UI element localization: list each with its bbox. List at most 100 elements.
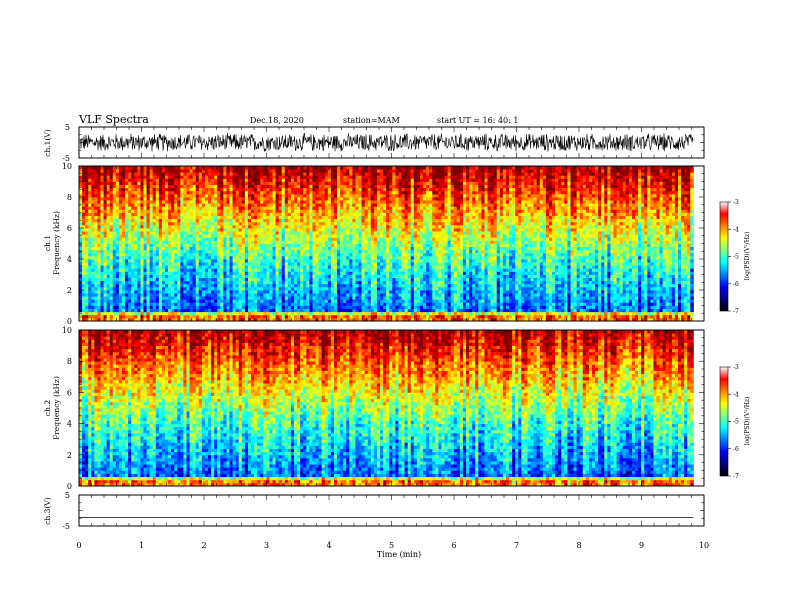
spectrogram-cell (146, 212, 151, 216)
spectrogram-cell (281, 274, 286, 278)
spectrogram-cell (373, 277, 378, 282)
spectrogram-cell (208, 314, 212, 319)
spectrogram-cell (94, 296, 98, 300)
spectrogram-cell (358, 221, 363, 226)
spectrogram-cell (128, 234, 132, 238)
spectrogram-cell (247, 200, 252, 204)
spectrogram-cell (324, 181, 329, 185)
spectrogram-cell (103, 190, 108, 195)
spectrogram-cell (312, 172, 316, 176)
spectrogram-cell (370, 296, 375, 300)
spectrogram-cell (281, 283, 286, 288)
spectrogram-cell (309, 181, 313, 185)
spectrogram-cell (373, 206, 378, 210)
spectrogram-cell (217, 187, 221, 192)
spectrogram-cell (161, 187, 166, 192)
spectrogram-cell (263, 203, 267, 207)
spectrogram-cell (355, 203, 359, 207)
spectrogram-cell (287, 283, 292, 288)
spectrogram-cell (337, 299, 341, 303)
spectrogram-cell (112, 206, 117, 210)
spectrogram-cell (251, 237, 255, 241)
spectrogram-cell (321, 274, 326, 278)
spectrogram-cell (103, 172, 108, 176)
spectrogram-cell (106, 197, 111, 201)
spectrogram-cell (214, 224, 218, 229)
spectrogram-cell (254, 221, 258, 226)
spectrogram-cell (192, 234, 197, 238)
spectrogram-cell (330, 249, 335, 254)
spectrogram-cell (223, 274, 227, 278)
spectrogram-cell (263, 197, 267, 201)
spectrogram-cell (91, 206, 95, 210)
spectrogram-cell (137, 169, 141, 173)
spectrogram-cell (155, 181, 160, 185)
spectrogram-cell (272, 206, 276, 210)
spectrogram-cell (189, 206, 194, 210)
spectrogram-cell (367, 280, 372, 285)
spectrogram-cell (183, 240, 187, 244)
spectrogram-cell (140, 280, 144, 285)
spectrogram-cell (247, 193, 252, 198)
spectrogram-cell (330, 252, 335, 257)
spectrogram-cell (180, 193, 184, 198)
spectrogram-cell (306, 302, 310, 306)
spectrogram-cell (198, 271, 203, 275)
spectrogram-cell (211, 265, 215, 269)
spectrogram-cell (340, 221, 344, 226)
spectrogram-cell (88, 172, 92, 176)
spectrogram-cell (287, 228, 292, 232)
spectrogram-cell (269, 302, 273, 306)
spectrogram-cell (91, 178, 95, 182)
spectrogram-cell (281, 299, 286, 303)
spectrogram-cell (303, 178, 307, 182)
spectrogram-cell (370, 290, 375, 294)
spectrogram-cell (229, 175, 233, 179)
spectrogram-cell (287, 305, 292, 309)
spectrogram-cell (115, 224, 120, 229)
spectrogram-cell (97, 290, 101, 294)
spectrogram-cell (128, 197, 132, 201)
spectrogram-cell (220, 249, 224, 254)
spectrogram-cell (297, 290, 301, 294)
spectrogram-cell (263, 268, 267, 272)
spectrogram-cell (122, 311, 126, 316)
spectrogram-cell (122, 299, 126, 303)
spectrogram-cell (321, 224, 326, 229)
spectrogram-cell (217, 203, 221, 207)
spectrogram-cell (180, 184, 184, 189)
spectrogram-cell (272, 184, 276, 189)
spectrogram-cell (158, 240, 163, 244)
spectrogram-cell (352, 221, 356, 226)
spectrogram-cell (346, 271, 350, 275)
spectrogram-cell (180, 299, 184, 303)
spectrogram-cell (269, 308, 273, 313)
spectrogram-cell (155, 317, 160, 322)
spectrogram-cell (281, 268, 286, 272)
spectrogram-cell (165, 277, 169, 282)
spectrogram-cell (103, 215, 108, 220)
spectrogram-cell (186, 178, 190, 182)
spectrogram-cell (168, 277, 172, 282)
spectrogram-cell (337, 203, 341, 207)
spectrogram-cell (306, 175, 310, 179)
spectrogram-cell (106, 246, 111, 251)
spectrogram-cell (226, 181, 230, 185)
spectrogram-cell (343, 200, 347, 204)
spectrogram-cell (352, 203, 356, 207)
spectrogram-cell (272, 283, 276, 288)
spectrogram-cell (272, 299, 276, 303)
spectrogram-cell (300, 286, 304, 291)
spectrogram-cell (330, 240, 335, 244)
spectrogram-cell (106, 178, 111, 182)
spectrogram-cell (140, 271, 144, 275)
spectrogram-cell (260, 317, 264, 322)
spectrogram-cell (149, 166, 154, 170)
spectrogram-cell (324, 209, 329, 213)
spectrogram-cell (254, 271, 258, 275)
spectrogram-cell (195, 283, 200, 288)
spectrogram-cell (115, 274, 120, 278)
spectrogram-cell (263, 190, 267, 195)
spectrogram-cell (303, 317, 307, 322)
spectrogram-cell (290, 184, 295, 189)
